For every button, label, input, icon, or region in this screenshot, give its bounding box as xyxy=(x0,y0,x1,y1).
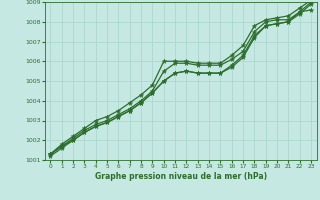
X-axis label: Graphe pression niveau de la mer (hPa): Graphe pression niveau de la mer (hPa) xyxy=(95,172,267,181)
